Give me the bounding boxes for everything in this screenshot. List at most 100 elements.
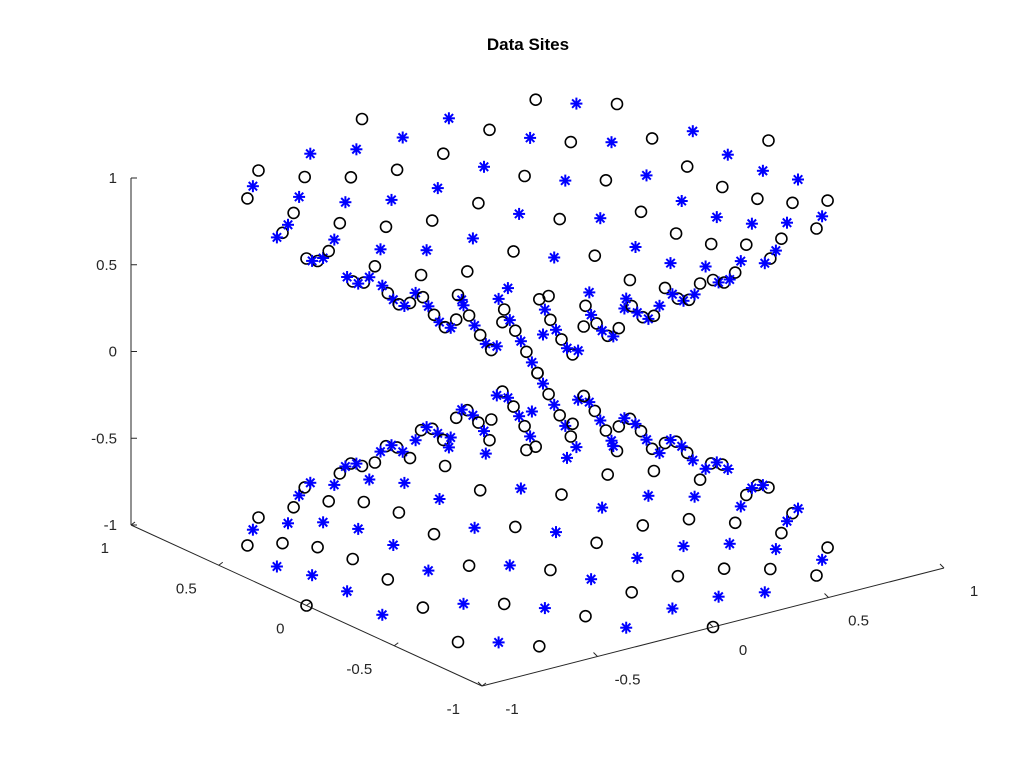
data-point-circle: [739, 238, 753, 251]
data-point-asterisk: [374, 243, 387, 256]
data-point-circle: [739, 488, 753, 502]
data-point-asterisk: [756, 479, 769, 492]
data-point-asterisk: [328, 233, 341, 246]
x-tick-label: -0.5: [615, 672, 641, 689]
data-point-asterisk: [550, 323, 562, 336]
data-point-circle: [566, 417, 579, 431]
data-point-circle: [693, 473, 707, 487]
data-point-circle: [775, 526, 788, 540]
data-point-asterisk: [620, 292, 633, 305]
data-point-asterisk: [304, 476, 317, 489]
data-point-asterisk: [478, 160, 490, 173]
data-point-circle: [381, 573, 395, 586]
data-point-circle: [333, 467, 347, 480]
data-point-asterisk: [734, 500, 747, 513]
data-point-asterisk: [618, 302, 631, 315]
x-tick-mark: [824, 593, 829, 598]
data-point-circle: [555, 488, 568, 501]
data-point-asterisk: [468, 319, 481, 332]
data-point-asterisk: [781, 216, 793, 229]
data-point-asterisk: [710, 211, 723, 224]
data-point-circle: [416, 290, 430, 304]
data-point-asterisk: [306, 254, 319, 267]
data-point-circle: [645, 132, 659, 145]
data-point-circle: [241, 192, 254, 205]
data-point-circle: [555, 333, 568, 346]
data-point-asterisk: [642, 489, 655, 502]
data-point-circle: [436, 147, 450, 160]
data-point-circle: [636, 519, 650, 532]
data-point-asterisk: [422, 300, 435, 313]
data-point-circle: [276, 536, 289, 550]
y-tick-label: -0.5: [346, 661, 372, 678]
data-point-circle: [751, 192, 764, 206]
data-point-asterisk: [376, 608, 389, 621]
data-point-circle: [625, 585, 639, 599]
data-point-asterisk: [385, 439, 398, 452]
data-point-asterisk: [501, 282, 514, 295]
data-point-asterisk: [492, 292, 505, 305]
data-point-circle: [416, 601, 430, 614]
data-point-asterisk: [538, 602, 551, 615]
data-point-asterisk: [686, 125, 699, 138]
data-point-asterisk: [721, 463, 734, 475]
data-point-asterisk: [666, 602, 679, 615]
data-point-asterisk: [561, 342, 573, 355]
data-point-asterisk: [607, 440, 620, 453]
data-point-asterisk: [376, 279, 389, 292]
data-point-asterisk: [246, 523, 259, 536]
data-point-circle: [379, 220, 393, 234]
data-point-circle: [590, 317, 603, 330]
data-point-circle: [810, 222, 823, 235]
data-point-asterisk: [596, 324, 609, 337]
data-point-circle: [520, 443, 533, 457]
data-point-asterisk: [758, 257, 771, 270]
data-point-asterisk: [629, 241, 642, 253]
data-point-asterisk: [442, 441, 455, 454]
data-point-circle: [449, 313, 463, 326]
data-point-asterisk: [466, 409, 479, 422]
x-tick-mark: [477, 681, 483, 687]
data-point-asterisk: [363, 271, 376, 284]
data-point-circle: [427, 308, 441, 322]
data-point-circle: [612, 321, 626, 335]
data-point-circle: [601, 468, 615, 481]
data-point-asterisk: [734, 255, 747, 268]
data-point-circle: [544, 563, 557, 577]
data-point-circle: [544, 313, 557, 327]
data-point-circle: [403, 451, 417, 465]
data-point-asterisk: [596, 501, 609, 514]
data-point-asterisk: [341, 585, 354, 598]
data-point-asterisk: [688, 288, 701, 301]
data-point-asterisk: [396, 131, 409, 144]
data-point-asterisk: [442, 112, 455, 125]
data-point-asterisk: [640, 433, 653, 446]
data-point-asterisk: [433, 493, 446, 505]
data-point-circle: [287, 500, 300, 514]
data-point-circle: [484, 413, 498, 426]
x-tick-mark: [939, 563, 945, 569]
data-point-asterisk: [339, 460, 352, 473]
data-point-circle: [553, 212, 567, 226]
data-point-circle: [346, 552, 360, 566]
data-point-asterisk: [710, 456, 723, 469]
data-point-asterisk: [816, 553, 829, 566]
data-point-asterisk: [339, 196, 352, 209]
data-point-asterisk: [631, 306, 644, 319]
data-point-asterisk: [387, 539, 400, 551]
data-point-circle: [462, 559, 476, 573]
data-point-asterisk: [524, 430, 537, 443]
data-point-circle: [599, 174, 613, 187]
data-point-asterisk: [607, 330, 620, 343]
data-point-asterisk: [537, 328, 549, 341]
data-point-asterisk: [618, 412, 631, 425]
data-point-circle: [462, 309, 476, 322]
y-tick-mark: [306, 602, 311, 606]
data-point-asterisk: [572, 344, 585, 357]
data-point-circle: [623, 273, 637, 287]
data-point-asterisk: [350, 457, 363, 470]
data-point-circle: [507, 400, 520, 413]
data-point-circle: [786, 196, 799, 210]
data-point-asterisk: [514, 482, 527, 495]
data-point-asterisk: [559, 419, 572, 432]
